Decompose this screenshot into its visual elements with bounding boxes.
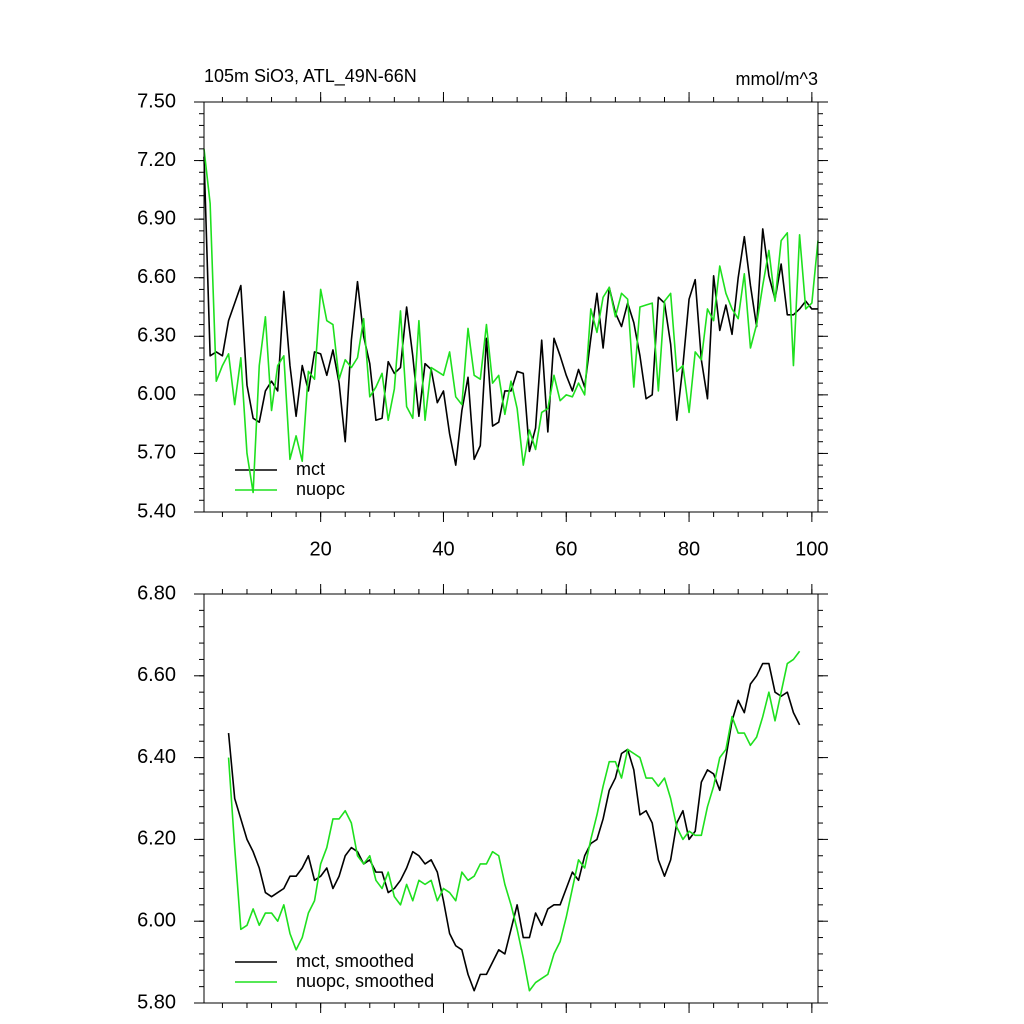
legend-label: nuopc	[296, 479, 345, 499]
plot-frame	[203, 593, 819, 1004]
legend-label: mct	[296, 459, 325, 479]
y-tick-label: 5.70	[137, 442, 176, 464]
y-tick-label: 6.80	[137, 582, 176, 604]
y-tick-label: 6.90	[137, 207, 176, 229]
series-line	[203, 156, 818, 466]
y-tick-label: 5.40	[137, 500, 176, 522]
series-line	[227, 650, 801, 992]
x-tick-label: 60	[555, 538, 577, 560]
x-tick-label: 100	[795, 538, 828, 560]
y-tick-label: 5.80	[137, 991, 176, 1013]
y-tick-label: 6.60	[137, 266, 176, 288]
y-tick-label: 6.00	[137, 383, 176, 405]
y-tick-label: 7.50	[137, 90, 176, 112]
series-line	[203, 148, 819, 494]
legend-label: mct, smoothed	[296, 951, 414, 971]
y-tick-label: 6.40	[137, 746, 176, 768]
units-label: mmol/m^3	[736, 69, 818, 89]
y-tick-label: 6.20	[137, 828, 176, 850]
y-tick-label: 6.30	[137, 325, 176, 347]
legend-label: nuopc, smoothed	[296, 971, 434, 991]
x-tick-label: 40	[432, 538, 454, 560]
plot-frame	[203, 101, 819, 513]
x-tick-label: 80	[678, 538, 700, 560]
y-tick-label: 7.20	[137, 149, 176, 171]
y-tick-label: 6.60	[137, 664, 176, 686]
y-tick-label: 6.00	[137, 909, 176, 931]
chart-title: 105m SiO3, ATL_49N-66N	[204, 66, 417, 87]
x-tick-label: 20	[310, 538, 332, 560]
